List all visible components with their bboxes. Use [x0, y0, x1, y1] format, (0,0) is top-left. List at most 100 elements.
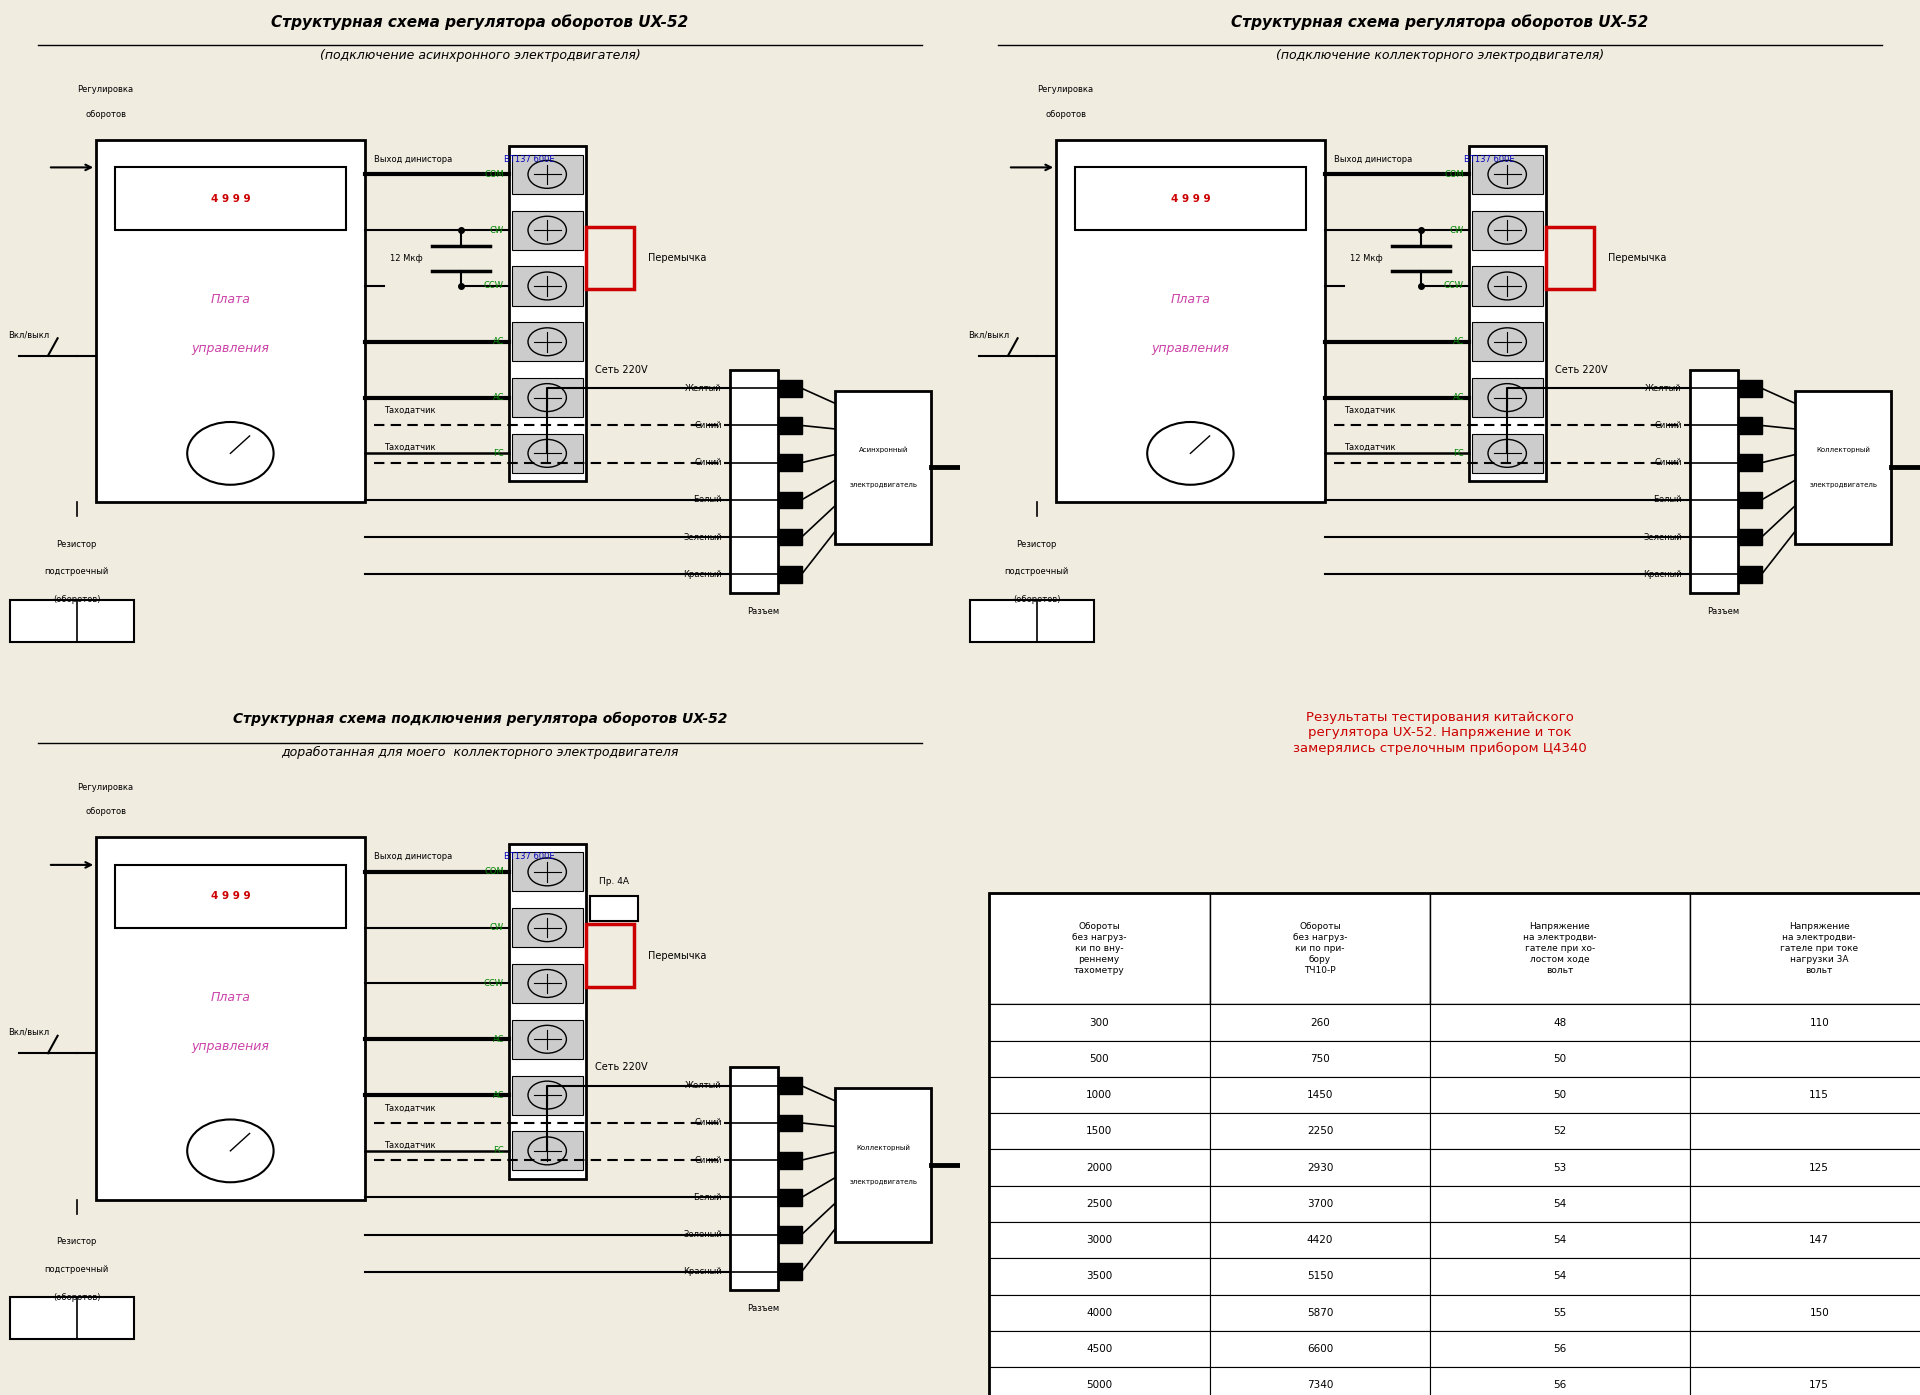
- Text: Перемычка: Перемычка: [1609, 252, 1667, 264]
- Bar: [989, 1331, 1210, 1367]
- Text: 175: 175: [1809, 1380, 1830, 1391]
- Text: Сеть 220V: Сеть 220V: [595, 364, 647, 375]
- Text: 147: 147: [1809, 1235, 1830, 1246]
- Bar: [1210, 1367, 1430, 1395]
- Text: AC: AC: [1453, 338, 1463, 346]
- Bar: [1430, 1331, 1690, 1367]
- Bar: [1430, 1149, 1690, 1186]
- Text: подстроечный: подстроечный: [44, 1265, 109, 1274]
- Bar: [778, 1077, 803, 1094]
- Bar: [1471, 322, 1542, 361]
- Bar: [989, 893, 1210, 1004]
- Bar: [511, 964, 582, 1003]
- Bar: [835, 391, 931, 544]
- Bar: [1469, 146, 1546, 481]
- Bar: [778, 379, 803, 396]
- Text: 12 Мкф: 12 Мкф: [390, 254, 422, 262]
- Text: 115: 115: [1809, 1089, 1830, 1101]
- Bar: [511, 1131, 582, 1170]
- Text: 2250: 2250: [1308, 1126, 1332, 1137]
- Text: 3500: 3500: [1087, 1271, 1112, 1282]
- Text: Напряжение
на электродви-
гателе при токе
нагрузки 3А
вольт: Напряжение на электродви- гателе при ток…: [1780, 922, 1859, 975]
- Bar: [1075, 167, 1306, 230]
- Text: подстроечный: подстроечный: [1004, 568, 1069, 576]
- Bar: [778, 1115, 803, 1131]
- Text: Коллекторный: Коллекторный: [1816, 446, 1870, 453]
- Bar: [1690, 1186, 1920, 1222]
- Text: Структурная схема подключения регулятора оборотов UX-52: Структурная схема подключения регулятора…: [232, 711, 728, 725]
- Bar: [115, 167, 346, 230]
- Bar: [989, 1004, 1210, 1041]
- Text: Зеленый: Зеленый: [684, 1230, 722, 1239]
- Text: Вкл/выкл: Вкл/выкл: [968, 331, 1010, 339]
- Text: Результаты тестирования китайского
регулятора UX-52. Напряжение и ток
замерялись: Результаты тестирования китайского регул…: [1294, 711, 1586, 755]
- Text: 750: 750: [1309, 1053, 1331, 1064]
- Bar: [778, 1189, 803, 1205]
- Text: оборотов: оборотов: [1044, 110, 1087, 119]
- Text: 2500: 2500: [1087, 1198, 1112, 1209]
- Bar: [1738, 379, 1763, 396]
- Bar: [511, 1076, 582, 1115]
- Text: управления: управления: [192, 1039, 269, 1053]
- Text: электродвигатель: электродвигатель: [1809, 481, 1878, 488]
- Bar: [1690, 1258, 1920, 1295]
- Text: 54: 54: [1553, 1235, 1567, 1246]
- Text: Синий: Синий: [695, 421, 722, 430]
- Text: 2000: 2000: [1087, 1162, 1112, 1173]
- Text: Плата: Плата: [1171, 293, 1210, 307]
- Bar: [1056, 140, 1325, 502]
- Text: Плата: Плата: [211, 293, 250, 307]
- Text: Выход динистора: Выход динистора: [1334, 155, 1415, 163]
- Text: FC: FC: [493, 449, 503, 458]
- Text: COM: COM: [1444, 170, 1463, 179]
- Text: FC: FC: [493, 1147, 503, 1155]
- Text: Сеть 220V: Сеть 220V: [595, 1062, 647, 1073]
- Text: Таходатчик: Таходатчик: [384, 1103, 436, 1113]
- Text: Регулировка: Регулировка: [77, 783, 134, 791]
- Bar: [1738, 566, 1763, 583]
- Text: (оборотов): (оборотов): [1014, 596, 1060, 604]
- Text: доработанная для моего  коллекторного электродвигателя: доработанная для моего коллекторного эле…: [282, 746, 678, 759]
- Bar: [1690, 1331, 1920, 1367]
- Text: Таходатчик: Таходатчик: [1344, 444, 1396, 452]
- Text: Пр. 4А: Пр. 4А: [599, 877, 630, 886]
- Bar: [509, 844, 586, 1179]
- Text: 7340: 7340: [1308, 1380, 1332, 1391]
- Text: 12 Мкф: 12 Мкф: [1350, 254, 1382, 262]
- Text: Красный: Красный: [684, 1267, 722, 1276]
- Text: Белый: Белый: [1653, 495, 1682, 505]
- Text: оборотов: оборотов: [84, 808, 127, 816]
- Bar: [1738, 491, 1763, 508]
- Text: Выход динистора: Выход динистора: [374, 155, 455, 163]
- Text: 54: 54: [1553, 1271, 1567, 1282]
- Text: Синий: Синий: [695, 1119, 722, 1127]
- Text: 5870: 5870: [1308, 1307, 1332, 1318]
- Text: Резистор: Резистор: [56, 1237, 98, 1246]
- Text: Структурная схема регулятора оборотов UX-52: Структурная схема регулятора оборотов UX…: [1231, 14, 1649, 29]
- Text: Обороты
без нагруз-
ки по при-
бору
ТЧ10-Р: Обороты без нагруз- ки по при- бору ТЧ10…: [1292, 922, 1348, 975]
- Text: Асинхронный: Асинхронный: [858, 446, 908, 453]
- Text: 52: 52: [1553, 1126, 1567, 1137]
- Text: Таходатчик: Таходатчик: [384, 1141, 436, 1149]
- Bar: [1210, 1113, 1430, 1149]
- Text: электродвигатель: электродвигатель: [849, 1179, 918, 1186]
- Text: 4500: 4500: [1087, 1343, 1112, 1355]
- Text: (подключение асинхронного электродвигателя): (подключение асинхронного электродвигате…: [319, 49, 641, 61]
- Text: 2930: 2930: [1308, 1162, 1332, 1173]
- Bar: [778, 529, 803, 545]
- Bar: [96, 140, 365, 502]
- Text: Перемычка: Перемычка: [649, 950, 707, 961]
- Text: Резистор: Резистор: [56, 540, 98, 548]
- Text: Зеленый: Зеленый: [1644, 533, 1682, 541]
- Bar: [1210, 1149, 1430, 1186]
- Bar: [115, 865, 346, 928]
- Text: FC: FC: [1453, 449, 1463, 458]
- Bar: [1471, 434, 1542, 473]
- Bar: [778, 1226, 803, 1243]
- Text: AC: AC: [493, 1035, 503, 1043]
- Text: Коллекторный: Коллекторный: [856, 1144, 910, 1151]
- Bar: [511, 322, 582, 361]
- Text: 55: 55: [1553, 1307, 1567, 1318]
- Bar: [591, 896, 637, 921]
- Bar: [511, 378, 582, 417]
